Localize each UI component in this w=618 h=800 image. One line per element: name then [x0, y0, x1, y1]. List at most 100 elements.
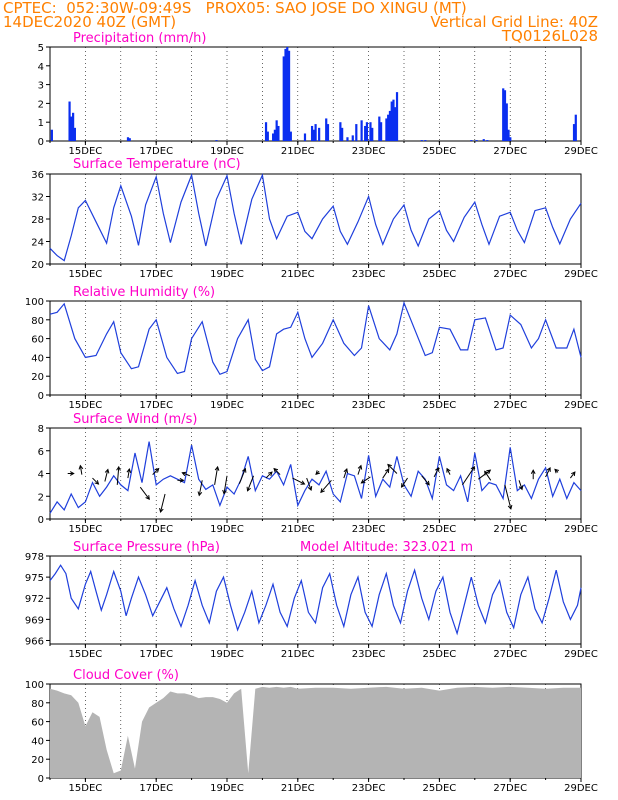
precip-bar	[282, 56, 285, 141]
wind-vector	[421, 475, 430, 486]
wind-vector	[198, 480, 203, 496]
wind-vector	[214, 466, 219, 485]
y-tick-label: 0	[38, 515, 44, 526]
panel-cloud: Cloud Cover (%) 15DEC 17DEC 19DEC 21DEC 23DEC…	[25, 668, 598, 794]
wind-vector-head	[179, 477, 185, 483]
wind-vector-head	[387, 463, 392, 469]
x-tick-label: 23DEC	[352, 146, 386, 157]
precip-bar	[273, 129, 276, 141]
x-tick-label: 17DEC	[139, 783, 173, 794]
y-tick-label: 0	[38, 137, 44, 148]
y-tick-label: 100	[25, 680, 44, 691]
y-tick-label: 975	[25, 573, 44, 584]
precip-bar	[420, 140, 423, 141]
y-tick-label: 6	[38, 447, 44, 458]
precip-bar	[509, 137, 512, 141]
header-vertical-grid: Vertical Grid Line: 40Z	[430, 13, 598, 31]
wind-vector	[139, 486, 150, 500]
y-tick-label: 20	[31, 260, 44, 271]
x-tick-label: 27DEC	[493, 524, 527, 535]
panel-title-temperature: Surface Temperature (nC)	[73, 157, 241, 172]
precip-bar	[369, 122, 372, 141]
x-tick-label: 25DEC	[423, 649, 457, 660]
precip-bar	[314, 124, 317, 141]
panel-title-pressure: Surface Pressure (hPa)	[73, 540, 220, 555]
precip-bar	[68, 101, 71, 141]
panel-title-humidity: Relative Humidity (%)	[73, 285, 215, 300]
precip-bar	[390, 101, 393, 141]
precip-bar	[325, 118, 328, 141]
y-tick-label: 3	[38, 81, 44, 92]
x-tick-label: 25DEC	[423, 269, 457, 280]
wind-vector-head	[343, 468, 349, 474]
precip-bar	[385, 118, 388, 141]
precip-bar	[72, 112, 75, 141]
x-tick-label: 23DEC	[352, 649, 386, 660]
y-tick-label: 24	[31, 238, 44, 249]
y-tick-label: 32	[31, 193, 44, 204]
x-tick-label: 29DEC	[564, 146, 598, 157]
x-tick-label: 17DEC	[139, 649, 173, 660]
wind-vector	[92, 477, 99, 485]
wind-vector-head	[554, 468, 559, 474]
wind-vector	[478, 469, 491, 480]
wind-vector-head	[507, 504, 513, 510]
wind-vector-head	[320, 488, 325, 494]
wind-vector-head	[446, 467, 451, 473]
panel-frame	[49, 173, 582, 265]
precip-bar	[482, 139, 485, 141]
y-tick-label: 20	[31, 372, 44, 383]
precip-bar	[371, 127, 374, 141]
panel-title-wind: Surface Wind (m/s)	[73, 412, 197, 427]
wind-vector	[387, 464, 398, 474]
wind-vector-head	[486, 469, 492, 475]
y-tick-label: 80	[31, 316, 44, 327]
wind-vector-head	[300, 480, 306, 485]
precip-bar	[266, 131, 269, 141]
wind-vector-head	[78, 464, 84, 470]
y-tick-label: 40	[31, 736, 44, 747]
y-tick-label: 60	[31, 335, 44, 346]
precip-bar	[326, 124, 330, 141]
precip-bar	[507, 129, 510, 141]
precip-bar	[387, 114, 390, 141]
x-tick-label: 19DEC	[210, 524, 244, 535]
precip-bar	[355, 124, 358, 141]
x-tick-label: 25DEC	[423, 524, 457, 535]
wind-vector-head	[470, 466, 475, 471]
precip-bar	[365, 122, 369, 141]
wind-vector-head	[384, 468, 390, 474]
x-tick-label: 27DEC	[493, 783, 527, 794]
wind-vector-head	[159, 507, 164, 513]
wind-vector	[247, 475, 255, 491]
header-model-code: TQ0126L028	[501, 27, 598, 45]
wind-vector-head	[425, 480, 430, 486]
x-tick-label: 25DEC	[423, 146, 457, 157]
wind-vector	[433, 467, 440, 478]
x-tick-label: 29DEC	[564, 649, 598, 660]
precip-bar	[284, 48, 287, 141]
panel-title-precipitation: Precipitation (mm/h)	[73, 31, 206, 46]
pressure-line	[49, 564, 582, 636]
wind-vector	[116, 466, 120, 485]
precip-bar	[70, 116, 73, 141]
precip-bar	[572, 124, 576, 141]
wind-vector-head	[267, 471, 273, 477]
wind-vector	[545, 467, 551, 478]
wind-vector	[343, 468, 348, 479]
wind-vector	[504, 484, 512, 509]
wind-vector-head	[357, 464, 363, 470]
wind-vector	[273, 468, 281, 475]
wind-vector	[484, 471, 492, 481]
panel-wind: Surface Wind (m/s) 15DEC 17DEC 19DEC 21DEC 23…	[38, 412, 598, 535]
precip-bar	[378, 116, 381, 141]
wind-vector-head	[435, 466, 440, 472]
wind-vector-head	[197, 491, 203, 497]
x-tick-label: 15DEC	[69, 269, 103, 280]
wind-vector	[127, 468, 130, 479]
wind-vector	[292, 477, 305, 485]
x-tick-label: 15DEC	[69, 783, 103, 794]
precip-bar	[215, 140, 218, 141]
x-tick-label: 25DEC	[423, 783, 457, 794]
x-tick-label: 27DEC	[493, 400, 527, 411]
